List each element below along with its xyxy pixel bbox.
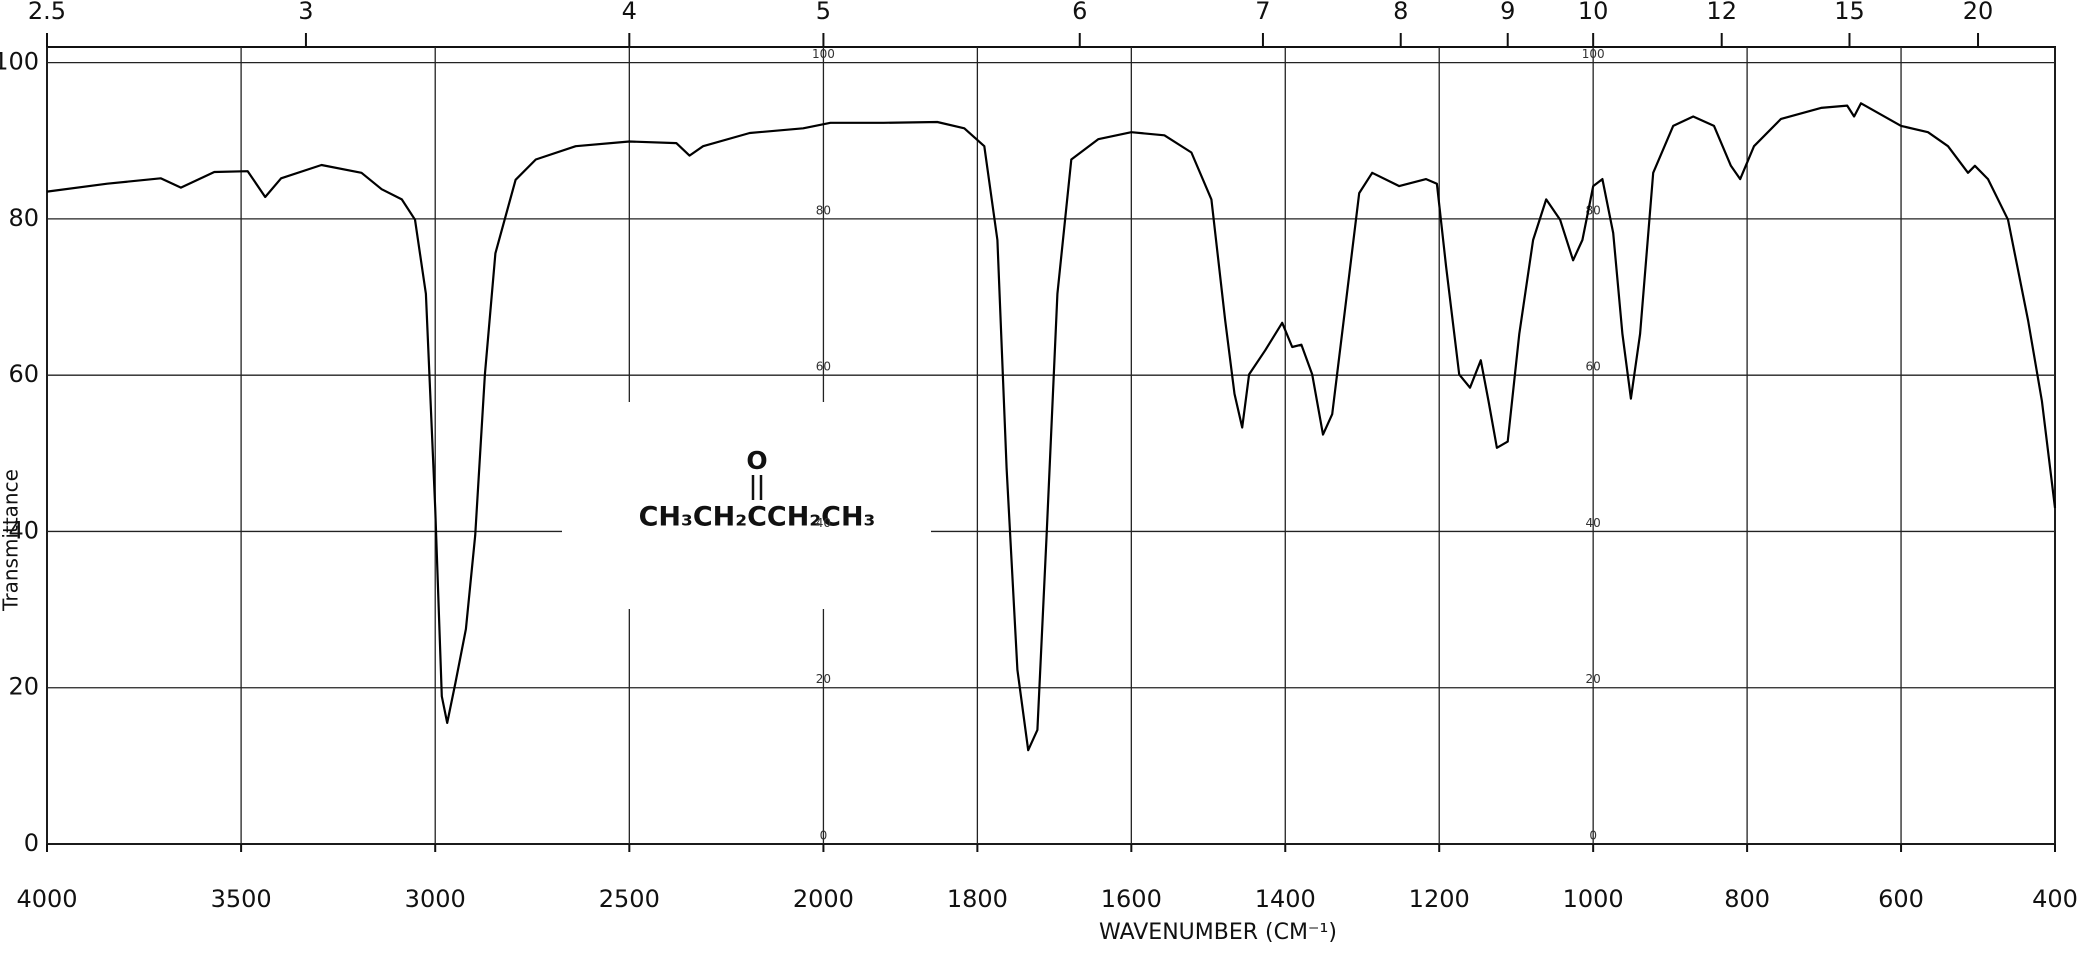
x2-tick-label: 15 — [1834, 0, 1865, 25]
x2-tick-label: 6 — [1072, 0, 1087, 25]
inner-y-label: 80 — [816, 203, 831, 217]
x2-tick-label: 12 — [1706, 0, 1737, 25]
x-axis-title: WAVENUMBER (CM⁻¹) — [1099, 920, 1337, 945]
inner-y-label: 100 — [812, 47, 835, 61]
x-tick-label: 600 — [1878, 885, 1924, 913]
inner-y-label: 40 — [816, 516, 831, 530]
formula-box — [562, 402, 931, 609]
inner-y-label: 60 — [1586, 360, 1601, 374]
x2-tick-label: 8 — [1393, 0, 1408, 25]
inner-y-label: 20 — [1586, 672, 1601, 686]
x2-tick-label: 10 — [1578, 0, 1609, 25]
y-tick-label: 80 — [8, 204, 39, 232]
grid — [46, 46, 2056, 845]
x2-tick-label: 20 — [1963, 0, 1994, 25]
x2-tick-label: 7 — [1255, 0, 1270, 25]
spectrum-line — [46, 102, 2057, 752]
x2-tick-label: 2.5 — [28, 0, 66, 25]
y-tick-label: 40 — [8, 516, 39, 544]
x2-tick-label: 5 — [816, 0, 831, 25]
y-tick-label: 60 — [8, 360, 39, 388]
x-tick-label: 3000 — [405, 885, 466, 913]
inner-y-label: 100 — [1582, 47, 1605, 61]
x2-tick-label: 9 — [1500, 0, 1515, 25]
y-axis-title: Transmittance — [0, 469, 23, 612]
x-tick-label: 800 — [1724, 885, 1770, 913]
inner-y-label: 20 — [816, 672, 831, 686]
y-tick-label: 20 — [8, 673, 39, 701]
inner-y-label: 0 — [1589, 829, 1597, 843]
inner-y-label: 0 — [820, 829, 828, 843]
y-tick-label: 0 — [24, 829, 39, 857]
x-tick-label: 1400 — [1255, 885, 1316, 913]
x-tick-label: 1200 — [1409, 885, 1470, 913]
x-tick-label: 2500 — [599, 885, 660, 913]
x-tick-label: 3500 — [211, 885, 272, 913]
carbonyl-oxygen: O — [746, 446, 767, 475]
x-tick-label: 4000 — [16, 885, 77, 913]
inner-y-label: 40 — [1586, 516, 1601, 530]
y-tick-label: 100 — [0, 48, 39, 76]
x-tick-label: 1000 — [1563, 885, 1624, 913]
x-tick-label: 2000 — [793, 885, 854, 913]
x2-tick-label: 4 — [622, 0, 637, 25]
x-tick-label: 1600 — [1101, 885, 1162, 913]
x-tick-label: 400 — [2032, 885, 2078, 913]
inner-y-label: 60 — [816, 360, 831, 374]
formula: CH₃CH₂CCH₂CH₃ — [639, 502, 876, 533]
x2-tick-label: 3 — [298, 0, 313, 25]
x-tick-label: 1800 — [947, 885, 1008, 913]
